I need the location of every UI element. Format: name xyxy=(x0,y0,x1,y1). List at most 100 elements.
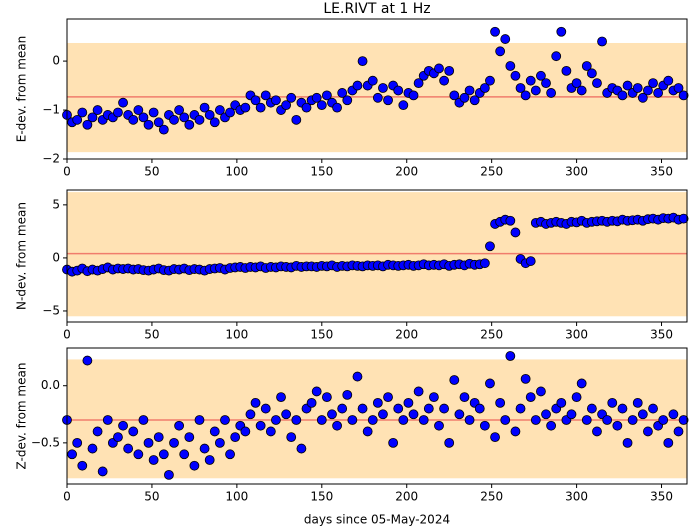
point xyxy=(82,355,93,366)
point xyxy=(153,432,164,443)
point xyxy=(225,107,235,118)
point xyxy=(490,26,500,37)
point xyxy=(72,437,83,448)
point xyxy=(505,215,516,226)
point xyxy=(678,90,689,101)
point xyxy=(158,449,169,460)
point xyxy=(92,105,103,115)
point xyxy=(87,112,98,123)
point xyxy=(128,426,139,437)
point xyxy=(281,100,292,111)
point xyxy=(495,46,506,57)
point xyxy=(602,415,613,425)
point xyxy=(372,92,383,103)
point xyxy=(439,403,449,414)
point xyxy=(546,420,557,431)
point xyxy=(72,114,83,125)
point xyxy=(77,107,88,118)
point xyxy=(393,85,404,96)
x-tick-label: 350 xyxy=(650,165,673,179)
point xyxy=(408,409,419,420)
y-tick-label: −5 xyxy=(42,303,60,317)
point xyxy=(571,78,582,89)
y-tick-label: 0 xyxy=(52,54,60,68)
x-tick-label: 250 xyxy=(480,165,503,179)
point xyxy=(133,105,144,115)
point xyxy=(372,397,383,408)
point xyxy=(444,65,455,76)
point xyxy=(403,397,414,408)
point xyxy=(520,90,531,101)
x-tick-label: 0 xyxy=(63,165,71,179)
x-tick-label: 250 xyxy=(480,328,503,342)
point xyxy=(643,85,653,96)
point xyxy=(306,397,317,408)
point xyxy=(678,213,689,224)
point xyxy=(102,415,113,425)
point xyxy=(449,90,460,101)
point xyxy=(357,403,368,414)
point xyxy=(347,415,358,425)
point xyxy=(423,403,434,414)
point xyxy=(541,409,551,420)
x-tick-label: 150 xyxy=(310,328,333,342)
point xyxy=(174,420,185,431)
point xyxy=(337,403,348,414)
point xyxy=(179,112,190,123)
point xyxy=(204,110,215,120)
point xyxy=(464,415,475,425)
point xyxy=(123,443,134,454)
point xyxy=(113,107,123,118)
point xyxy=(77,460,88,471)
point xyxy=(500,415,511,425)
point xyxy=(271,415,281,425)
point xyxy=(357,56,368,66)
point xyxy=(541,78,551,89)
point xyxy=(337,88,348,98)
point xyxy=(485,241,495,252)
point xyxy=(515,403,526,414)
point xyxy=(184,119,195,130)
chart-title: LE.RIVT at 1 Hz xyxy=(323,1,430,17)
point xyxy=(179,449,190,460)
point xyxy=(352,371,363,382)
point xyxy=(439,75,449,86)
x-tick-label: 200 xyxy=(395,490,418,504)
point xyxy=(342,389,353,400)
point xyxy=(434,420,444,431)
x-tick-label: 150 xyxy=(310,490,333,504)
point xyxy=(418,415,429,425)
point xyxy=(291,114,302,125)
point xyxy=(510,426,521,437)
point xyxy=(352,80,363,91)
x-tick-label: 300 xyxy=(565,490,588,504)
axes-frame xyxy=(66,18,688,160)
point xyxy=(367,75,378,86)
point xyxy=(82,119,93,130)
point xyxy=(321,90,332,101)
point xyxy=(398,415,409,425)
point xyxy=(556,26,567,37)
point xyxy=(525,75,536,86)
point xyxy=(668,409,679,420)
point xyxy=(67,449,77,460)
point xyxy=(271,95,281,106)
point xyxy=(648,403,658,414)
point xyxy=(97,466,108,477)
point xyxy=(230,432,241,443)
point xyxy=(388,437,399,448)
x-tick-label: 200 xyxy=(395,165,418,179)
point xyxy=(87,443,98,454)
point xyxy=(622,80,633,91)
point xyxy=(495,397,506,408)
point xyxy=(118,420,128,431)
point xyxy=(214,437,225,448)
point xyxy=(490,432,500,443)
point xyxy=(286,432,297,443)
point xyxy=(143,437,154,448)
x-tick-label: 300 xyxy=(565,328,588,342)
point xyxy=(617,403,628,414)
point xyxy=(459,92,470,103)
point xyxy=(118,97,128,108)
